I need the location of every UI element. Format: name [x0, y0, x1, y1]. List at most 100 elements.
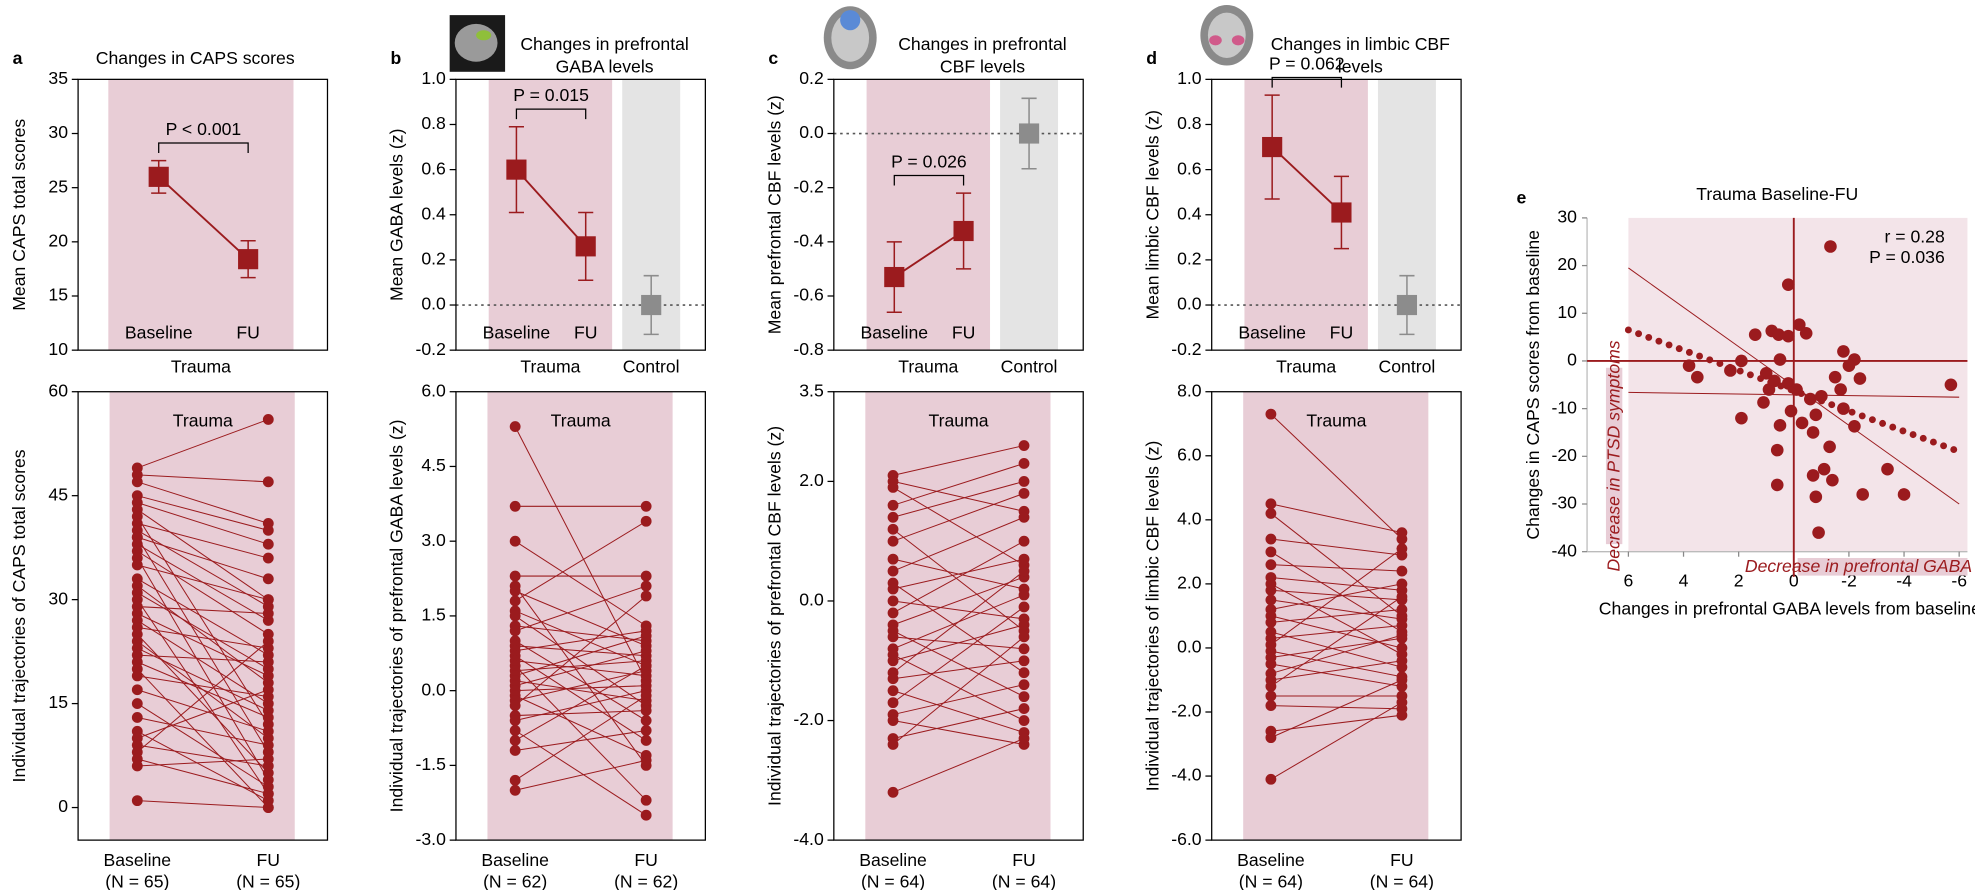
- baseline-point: [887, 535, 899, 547]
- plot-frame: [77, 78, 329, 351]
- x-axis-label: Changes in prefrontal GABA levels from b…: [1599, 598, 1975, 618]
- baseline-point: [131, 670, 143, 682]
- baseline-point: [887, 697, 899, 709]
- category-label: Baseline: [125, 322, 193, 342]
- y-tick-label: -4.0: [1171, 765, 1202, 785]
- scatter-point: [1944, 378, 1958, 392]
- scatter-point: [1773, 353, 1787, 366]
- trajectory-line: [892, 606, 1025, 704]
- y-tick-label: -0.2: [416, 339, 446, 359]
- y-axis-label: Mean GABA levels (z): [387, 129, 407, 301]
- trajectory-line: [514, 695, 647, 781]
- fu-point: [640, 809, 652, 821]
- trajectory-line: [137, 522, 269, 559]
- trajectory-line: [1270, 631, 1403, 668]
- fu-point: [640, 580, 652, 592]
- y-axis-label: Mean CAPS total scores: [9, 119, 29, 311]
- fu-point: [1018, 733, 1030, 744]
- y-tick-label: -0.8: [793, 339, 824, 359]
- mean-marker: [1331, 202, 1352, 223]
- trajectory-line: [892, 708, 1025, 739]
- y-tick-label: -2.0: [793, 709, 824, 729]
- fu-point: [640, 630, 652, 642]
- category-label: Baseline: [483, 322, 551, 342]
- y-tick-label: 4.0: [1177, 508, 1202, 528]
- group-band: [866, 79, 991, 351]
- mean-marker: [238, 249, 259, 270]
- brain-icon: [1200, 5, 1254, 66]
- category-label: FU: [952, 322, 976, 342]
- trajectory-line: [137, 578, 269, 656]
- fu-point: [262, 538, 274, 550]
- trajectory-line: [137, 675, 269, 698]
- trajectory-line: [137, 661, 269, 718]
- y-tick-label: 0: [58, 796, 68, 816]
- trajectory-line: [1270, 599, 1402, 620]
- trajectory-line: [137, 509, 269, 601]
- significance-bracket: [1271, 76, 1343, 88]
- fu-point: [640, 570, 652, 582]
- trajectory-line: [514, 665, 647, 801]
- connector-line: [1271, 146, 1343, 214]
- y-tick-label: 0.0: [799, 122, 824, 142]
- scatter-point: [1793, 318, 1806, 332]
- n-label: (N = 64): [1239, 872, 1303, 890]
- trajectory-line: [137, 620, 269, 705]
- trajectory-line: [137, 744, 269, 767]
- group-label: Trauma: [1306, 411, 1366, 431]
- trajectory-line: [137, 495, 269, 531]
- trajectory-line: [137, 654, 269, 663]
- trajectory-line: [137, 550, 269, 635]
- y-tick-label: 25: [48, 176, 68, 196]
- fu-point: [1396, 696, 1408, 708]
- y-tick-label: 3.5: [799, 380, 824, 400]
- panel-letter: a: [13, 48, 23, 68]
- baseline-point: [1265, 408, 1277, 420]
- scatter-point: [1842, 359, 1856, 373]
- mean-marker: [506, 159, 527, 180]
- trajectory-line: [514, 585, 647, 632]
- baseline-point: [509, 500, 521, 512]
- fu-point: [262, 635, 274, 647]
- baseline-point: [131, 795, 143, 807]
- scatter-point: [1770, 478, 1784, 492]
- trajectory-line: [892, 636, 1025, 745]
- baseline-point: [509, 585, 521, 597]
- baseline-point: [509, 745, 521, 756]
- trajectory-line: [892, 480, 1025, 518]
- scatter-point: [1823, 440, 1836, 454]
- y-tick-label: 0.2: [799, 68, 824, 88]
- y-tick-label: 6.0: [421, 380, 446, 400]
- y-tick-label: 10: [48, 339, 68, 359]
- trajectory-line: [1270, 705, 1402, 710]
- n-label: (N = 64): [861, 872, 925, 890]
- scatter-point: [1773, 419, 1787, 432]
- fu-point: [262, 802, 274, 813]
- fu-point: [1396, 709, 1408, 721]
- x-tick-label: 4: [1679, 571, 1689, 591]
- trajectory-line: [1270, 663, 1402, 687]
- trajectory-line: [514, 540, 647, 627]
- fu-point: [640, 705, 652, 716]
- baseline-point: [887, 553, 899, 565]
- x-tick-label: Baseline: [481, 850, 549, 870]
- trajectory-line: [515, 710, 647, 717]
- trajectory-line: [137, 703, 269, 788]
- panel-title: CBF levels: [940, 57, 1025, 77]
- y-tick-label: 10: [1557, 302, 1577, 322]
- y-tick-label: -20: [1551, 445, 1577, 465]
- y-tick-label: 30: [1557, 207, 1577, 227]
- trajectory-line: [892, 445, 1025, 476]
- trajectory-line: [892, 624, 1025, 662]
- baseline-point: [1265, 508, 1277, 519]
- fu-point: [1396, 578, 1408, 590]
- trajectory-line: [1270, 589, 1402, 601]
- baseline-point: [887, 655, 899, 667]
- trajectory-line: [137, 647, 269, 711]
- y-tick-label: 45: [48, 484, 68, 504]
- fu-point: [1018, 440, 1030, 451]
- baseline-point: [509, 784, 521, 796]
- p-value: P = 0.026: [891, 152, 967, 172]
- trajectory-line: [137, 689, 269, 732]
- trajectory-line: [136, 640, 269, 753]
